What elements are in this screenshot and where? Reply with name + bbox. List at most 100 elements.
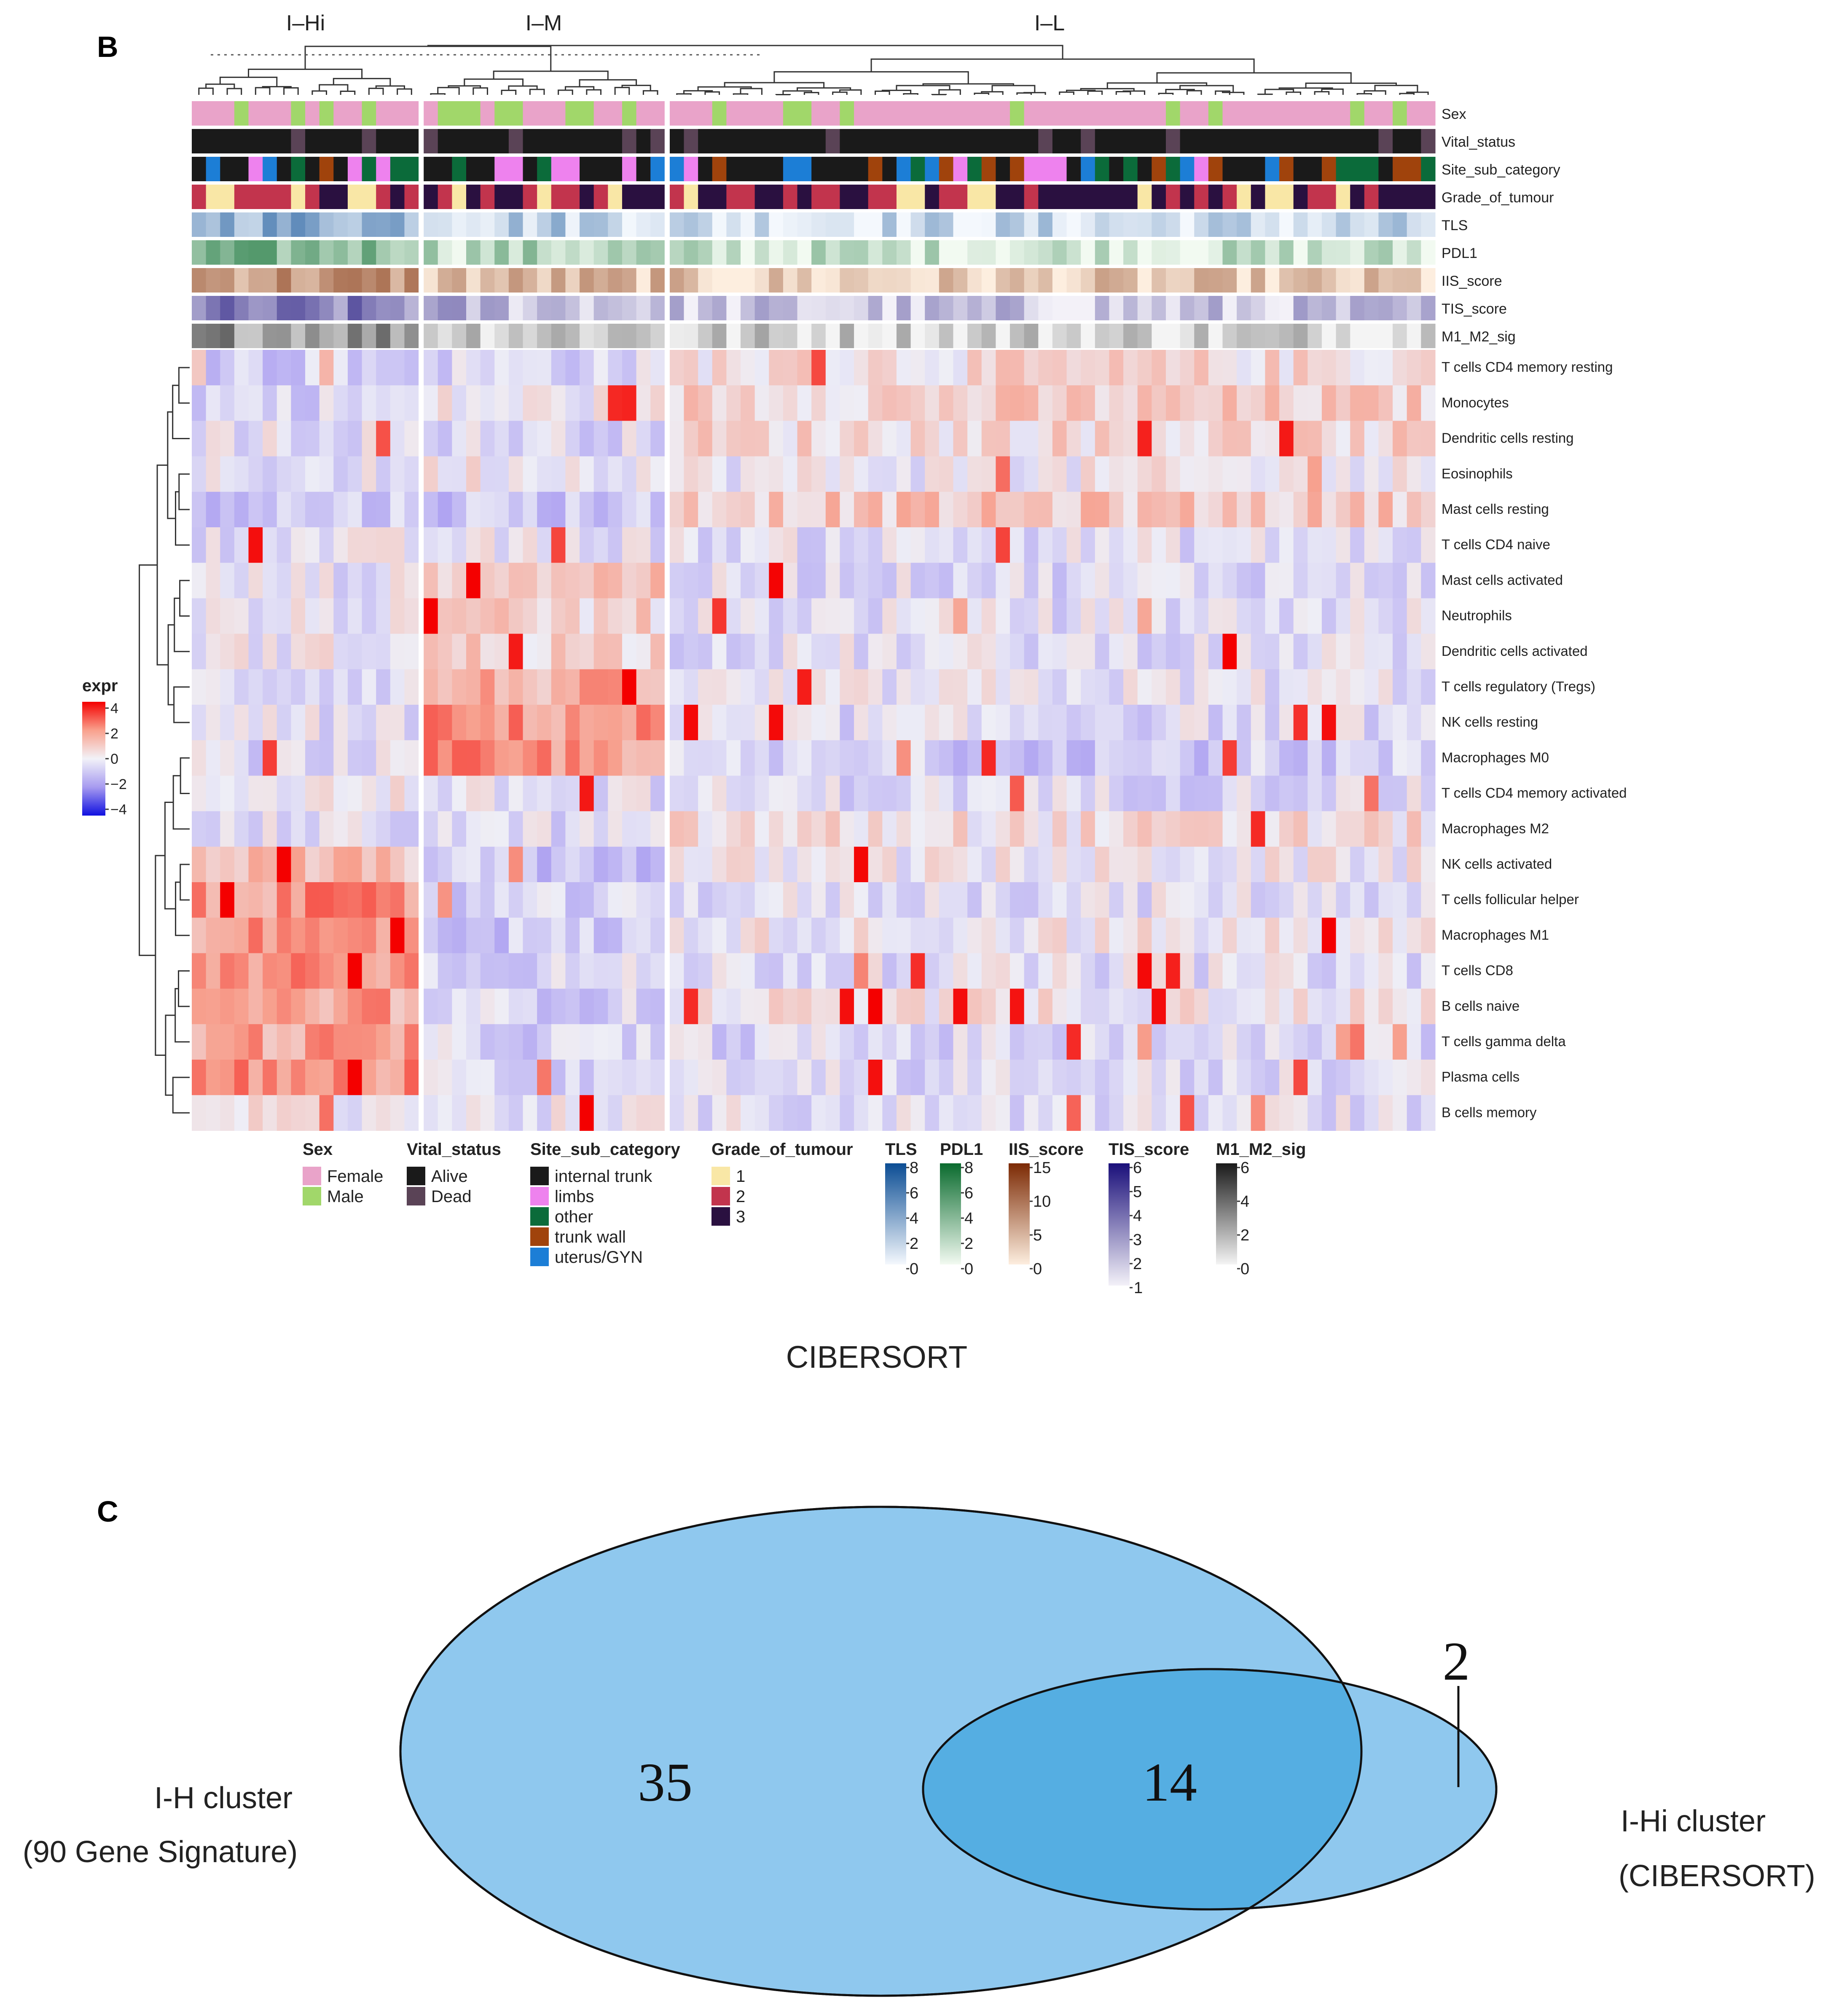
annotation-cell-iis-score: [1222, 268, 1237, 293]
row-label-t-cells-cd4-memory-activated: T cells CD4 memory activated: [1442, 785, 1627, 801]
heatmap-cell: [996, 634, 1010, 670]
annotation-cell-sex: [1194, 101, 1209, 126]
heatmap-cell: [811, 385, 826, 421]
annotation-cell-iis-score: [1378, 268, 1393, 293]
annotation-cell-grade-of-tumour: [248, 185, 263, 209]
annotation-cell-vital-status: [854, 129, 869, 153]
heatmap-cell: [1038, 634, 1053, 670]
heatmap-cell: [1052, 1060, 1067, 1095]
heatmap-cell: [854, 1095, 869, 1131]
heatmap-cell: [1066, 1060, 1081, 1095]
heatmap-cell: [608, 882, 623, 918]
heatmap-cell: [896, 918, 911, 953]
heatmap-cell: [1109, 776, 1124, 812]
heatmap-cell: [1378, 598, 1393, 634]
heatmap-cell: [896, 1060, 911, 1095]
annotation-cell-tls: [523, 212, 537, 237]
annotation-cell-m1-m2-sig: [608, 324, 623, 348]
heatmap-cell: [1194, 1060, 1209, 1095]
heatmap-cell: [754, 846, 769, 883]
heatmap-cell: [939, 634, 954, 670]
heatmap-cell: [1095, 491, 1110, 528]
annotation-cell-pdl1: [981, 240, 996, 265]
legend-swatch: [711, 1167, 730, 1185]
heatmap-cell: [882, 598, 897, 634]
heatmap-cell: [1165, 527, 1181, 563]
venn-set-left-outline: [399, 1506, 1363, 1997]
annotation-cell-iis-score: [1024, 268, 1039, 293]
heatmap-cell: [726, 527, 741, 563]
annotation-cell-grade-of-tumour: [726, 185, 741, 209]
heatmap-cell: [565, 456, 580, 492]
heatmap-cell: [508, 1024, 523, 1060]
heatmap-cell: [438, 421, 452, 457]
annotation-cell-m1-m2-sig: [1393, 324, 1407, 348]
heatmap-cell: [825, 634, 840, 670]
annotation-cell-vital-status: [636, 129, 651, 153]
heatmap-cell: [868, 776, 883, 812]
annotation-cell-vital-status: [1350, 129, 1365, 153]
heatmap-row-labels: T cells CD4 memory restingMonocytesDendr…: [1442, 359, 1627, 1120]
heatmap-cell: [650, 705, 665, 741]
heatmap-cell: [811, 669, 826, 705]
heatmap-cell: [636, 421, 651, 457]
column-dendrogram-branch: [1264, 89, 1294, 94]
heatmap-cell: [438, 776, 452, 812]
heatmap-cell: [1066, 740, 1081, 776]
annotation-cell-grade-of-tumour: [650, 185, 665, 209]
heatmap-cell: [825, 421, 840, 457]
heatmap-cell: [783, 456, 798, 492]
heatmap-cell: [684, 705, 698, 741]
heatmap-cell: [565, 882, 580, 918]
heatmap-cell: [967, 705, 982, 741]
heatmap-cell: [1265, 882, 1280, 918]
legend-colorbar-m1-m2-sig: [1216, 1163, 1237, 1264]
heatmap-cell: [480, 811, 495, 847]
venn-set-right-outline: [922, 1668, 1498, 1911]
annotation-cell-vital-status: [220, 129, 235, 153]
heatmap-cell: [1279, 456, 1294, 492]
heatmap-cell: [1052, 846, 1067, 883]
annotation-cell-grade-of-tumour: [783, 185, 798, 209]
heatmap-cell: [263, 705, 277, 741]
legend-tick-label: 2: [1240, 1227, 1249, 1244]
annotation-cell-sex: [333, 101, 348, 126]
heatmap-cell: [981, 776, 996, 812]
heatmap-cell: [811, 491, 826, 528]
heatmap-cell: [754, 456, 769, 492]
annotation-cell-tis-score: [1194, 296, 1209, 320]
heatmap-cell: [452, 669, 467, 705]
expr-tick-label: 2: [110, 726, 118, 742]
heatmap-cell: [996, 776, 1010, 812]
annotation-cell-tis-score: [608, 296, 623, 320]
heatmap-cell: [347, 918, 362, 953]
heatmap-cell: [319, 1024, 334, 1060]
heatmap-cell: [1336, 988, 1350, 1025]
heatmap-cell: [868, 953, 883, 989]
heatmap-cell: [347, 988, 362, 1025]
heatmap-cell: [1321, 811, 1337, 847]
heatmap-cell: [480, 491, 495, 528]
heatmap-cell: [698, 1095, 713, 1131]
heatmap-cell: [263, 491, 277, 528]
heatmap-cell: [1307, 740, 1322, 776]
heatmap-cell: [1222, 456, 1237, 492]
annotation-cell-m1-m2-sig: [291, 324, 306, 348]
heatmap-cell: [362, 491, 376, 528]
heatmap-cell: [726, 1060, 741, 1095]
heatmap-cell: [882, 527, 897, 563]
heatmap-cell: [1393, 953, 1407, 989]
heatmap-cell: [684, 776, 698, 812]
annotation-cell-grade-of-tumour: [1336, 185, 1350, 209]
heatmap-cell: [868, 705, 883, 741]
heatmap-cell: [537, 740, 552, 776]
heatmap-cell: [1010, 953, 1025, 989]
heatmap-cell: [726, 350, 741, 386]
heatmap-cell: [466, 953, 481, 989]
annotation-cell-iis-score: [967, 268, 982, 293]
heatmap-cell: [854, 882, 869, 918]
annotation-cell-sex: [741, 101, 755, 126]
row-dendrogram-branch: [164, 802, 176, 910]
heatmap-cell: [669, 811, 685, 847]
annotation-cell-pdl1: [305, 240, 320, 265]
